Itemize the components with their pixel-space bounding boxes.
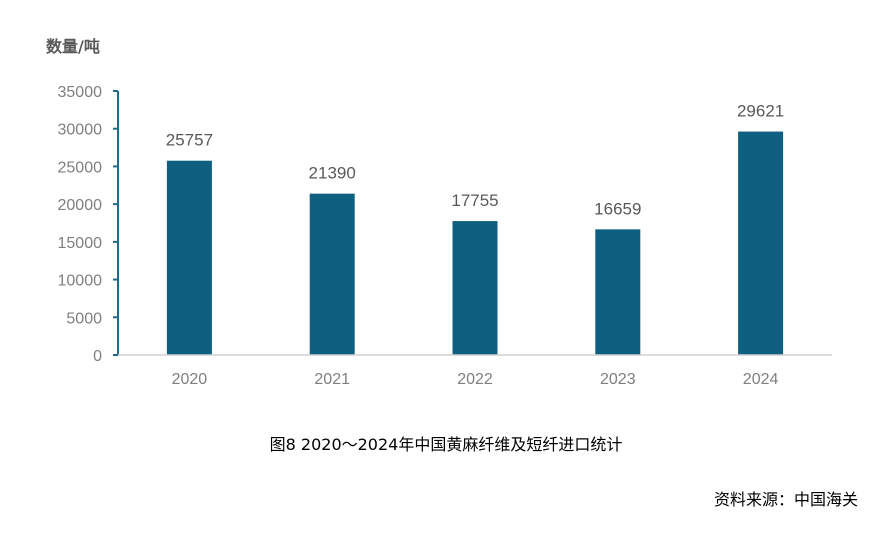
bar-2023 bbox=[595, 229, 641, 355]
x-tick-label: 2023 bbox=[600, 371, 636, 388]
bar-2021 bbox=[309, 193, 355, 355]
data-label-2024: 29621 bbox=[737, 102, 784, 121]
y-tick-label: 15000 bbox=[58, 235, 103, 252]
figure-caption: 图8 2020～2024年中国黄麻纤维及短纤进口统计 bbox=[269, 435, 623, 454]
y-axis-ticks: 0 5000 10000 15000 20000 25000 30000 35000 bbox=[58, 84, 118, 365]
data-label-2020: 25757 bbox=[166, 131, 213, 150]
data-label-2022: 17755 bbox=[451, 191, 498, 210]
y-tick-label: 0 bbox=[93, 348, 102, 365]
y-tick-label: 20000 bbox=[58, 197, 103, 214]
x-tick-label: 2024 bbox=[743, 371, 779, 388]
y-axis-unit-label: 数量/吨 bbox=[46, 37, 100, 56]
y-tick-label: 25000 bbox=[58, 159, 103, 176]
data-source: 资料来源：中国海关 bbox=[713, 490, 858, 509]
x-tick-label: 2022 bbox=[457, 371, 493, 388]
y-tick-label: 10000 bbox=[58, 273, 103, 290]
bars-group bbox=[166, 131, 784, 355]
data-label-2021: 21390 bbox=[309, 164, 356, 183]
bar-2020 bbox=[166, 160, 212, 355]
y-tick-label: 30000 bbox=[58, 122, 103, 139]
bar-2024 bbox=[738, 131, 784, 355]
x-tick-label: 2021 bbox=[314, 371, 350, 388]
y-tick-label: 35000 bbox=[58, 84, 103, 101]
bar-2022 bbox=[452, 221, 498, 355]
y-tick-label: 5000 bbox=[66, 310, 102, 327]
x-tick-label: 2020 bbox=[172, 371, 208, 388]
data-labels-group: 25757 21390 17755 16659 29621 bbox=[166, 102, 784, 219]
data-label-2023: 16659 bbox=[594, 199, 641, 218]
x-axis-ticks: 2020 2021 2022 2023 2024 bbox=[172, 371, 779, 388]
